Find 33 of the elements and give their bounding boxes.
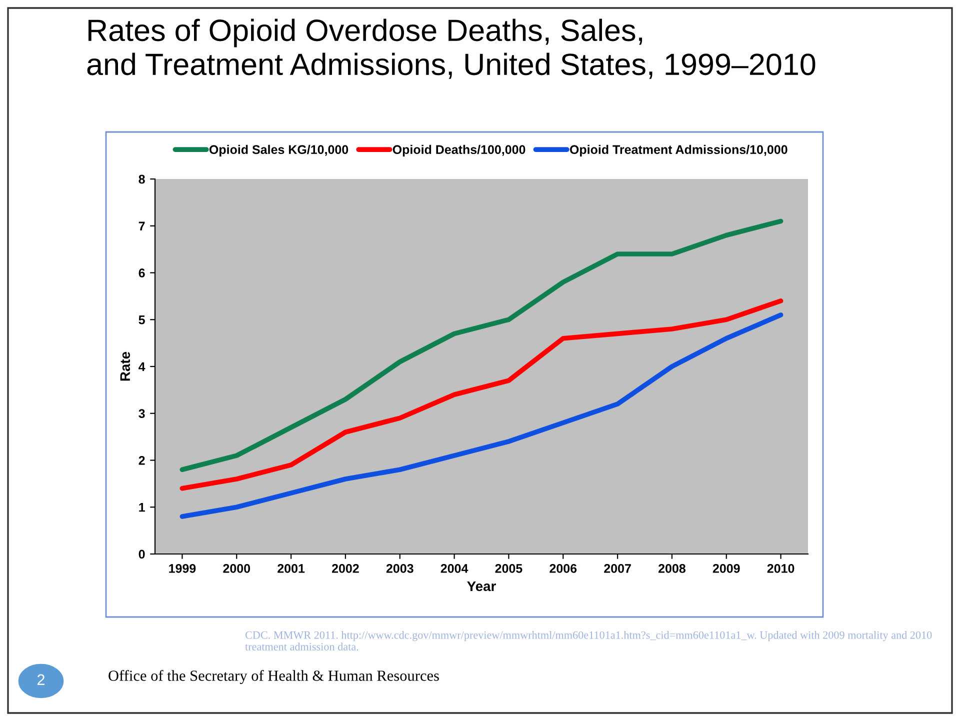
x-tick-label: 2005	[495, 564, 522, 573]
y-tick-label: 3	[138, 409, 145, 418]
x-tick-label: 2001	[278, 564, 305, 573]
legend-label: Opioid Deaths/100,000	[392, 144, 526, 156]
text: CDC. MMWR 2011. http://www.cdc.gov/mmwr/preview/mmwrhtml/mm60e1101a1.htm?s_cid=mm60e1101a1_w. Updated with 2009 mortality and 2010 treatment admission data.	[245, 631, 932, 651]
y-axis-title: Rate	[120, 352, 130, 381]
y-tick-label: 7	[138, 222, 145, 230]
line-series	[180, 218, 784, 472]
x-tick-label: 2007	[604, 564, 631, 573]
text: 2	[38, 674, 44, 685]
y-tick-label: 5	[138, 316, 145, 324]
line-series	[180, 312, 784, 519]
x-axis-title: Year	[467, 581, 496, 592]
line-series	[180, 298, 784, 491]
x-tick-label: 2000	[223, 564, 250, 573]
x-tick-label: 2010	[767, 564, 794, 573]
legend-label: Opioid Treatment Admissions/10,000	[570, 144, 788, 156]
x-tick-label: 2004	[440, 564, 468, 573]
legend-label: Opioid Sales KG/10,000	[209, 144, 348, 156]
x-tick-label: 2003	[386, 564, 414, 573]
x-tick-label: 1999	[169, 564, 196, 573]
x-tick-label: 2009	[712, 564, 740, 573]
x-tick-label: 2002	[332, 564, 359, 573]
y-tick-label: 6	[138, 268, 145, 278]
x-tick-label: 2008	[658, 564, 686, 573]
y-tick-label: 8	[138, 174, 145, 184]
text: Office of the Secretary of Health & Human Resources	[108, 670, 439, 684]
y-tick-label: 2	[138, 456, 145, 465]
x-tick-label: 2006	[550, 564, 577, 573]
y-tick-label: 1	[139, 503, 145, 512]
y-tick-label: 4	[138, 362, 146, 372]
y-tick-label: 0	[138, 550, 145, 559]
chart-title: Rates of Opioid Overdose Deaths, Sales, and Treatment Admissions, United States, 1999–2010	[87, 18, 816, 79]
